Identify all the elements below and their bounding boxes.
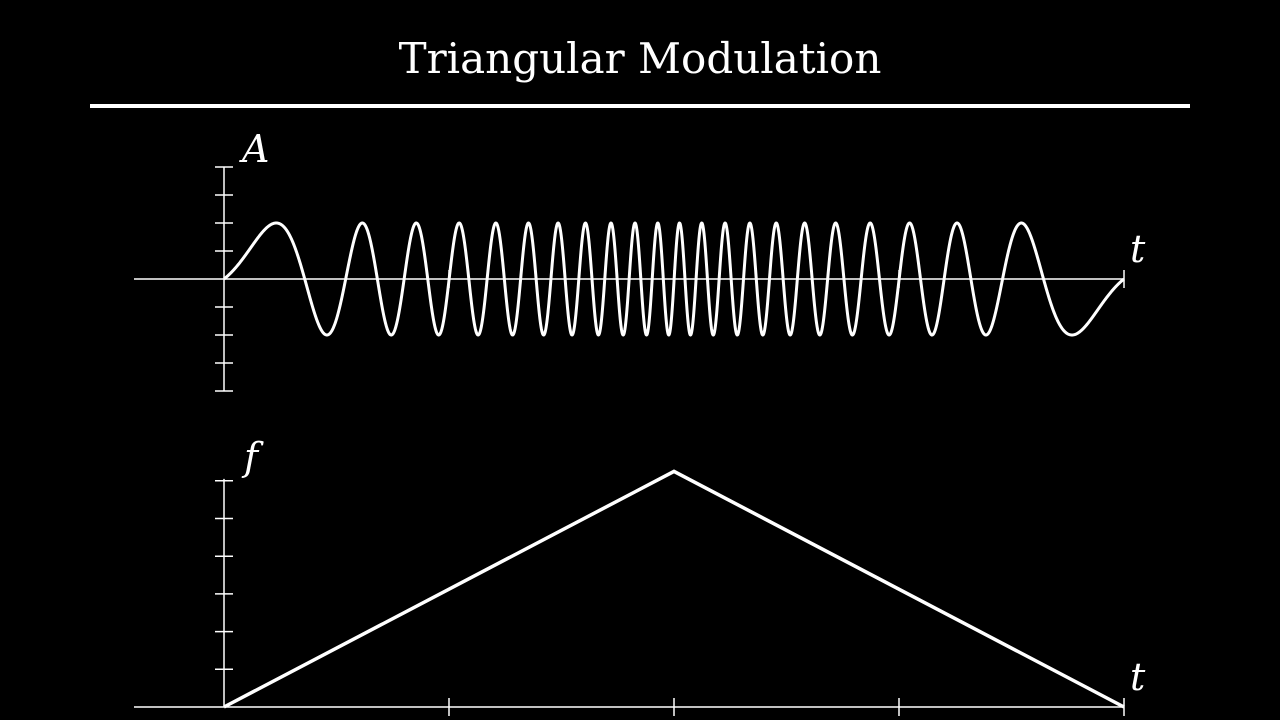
title-underline [90, 104, 1190, 108]
y-axis-label: f [241, 435, 264, 479]
frequency-plot: ft [134, 435, 1146, 716]
x-axis-label: t [1130, 655, 1146, 699]
y-axis-label: A [239, 127, 269, 171]
x-axis-label: t [1130, 227, 1146, 271]
amplitude-plot: At [134, 127, 1146, 392]
frequency-series-line [223, 469, 1125, 709]
amplitude-series-line [222, 221, 1126, 337]
page-title: Triangular Modulation [398, 34, 882, 83]
